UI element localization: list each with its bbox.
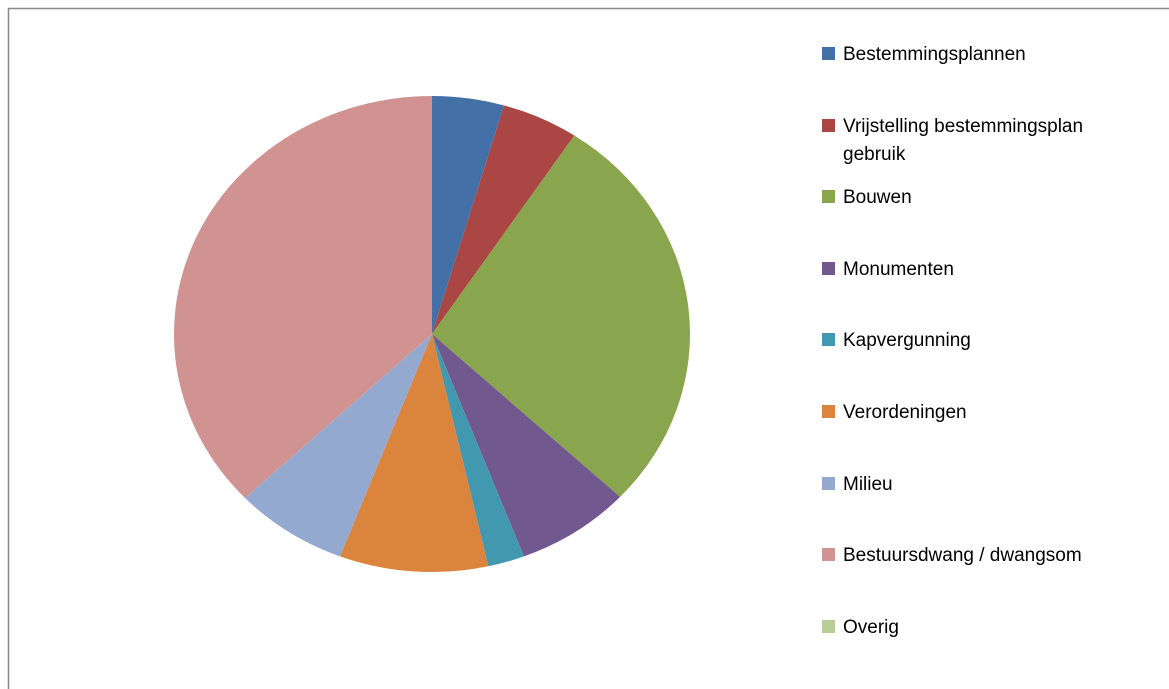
pie-slice [432, 135, 690, 497]
legend-label: Bestuursdwang / dwangsom [843, 545, 1082, 567]
legend-swatch [822, 47, 835, 60]
pie-slice [174, 96, 433, 499]
legend-label: Bestemmingsplannen [843, 44, 1026, 65]
legend-swatch [822, 548, 835, 562]
legend-label: Overig [843, 616, 899, 638]
legend-label: Milieu [843, 473, 893, 495]
legend-swatch [822, 261, 835, 275]
legend-label: Kapvergunning [843, 330, 971, 352]
pie-slice [432, 105, 575, 334]
pie-slice [432, 334, 621, 557]
legend-swatch [822, 190, 835, 204]
legend-item: Vrijstelling bestemmingsplan gebruik [822, 113, 1143, 169]
legend-item: Bestuursdwang / dwangsom [822, 542, 1143, 570]
legend-swatch [822, 333, 835, 347]
legend-item: Monumenten [822, 256, 1143, 284]
legend-item: Bestemmingsplannen [822, 41, 1143, 69]
legend-label: Bouwen [843, 187, 912, 209]
legend-swatch [822, 405, 835, 418]
legend-swatch [822, 619, 835, 633]
legend-swatch [822, 118, 835, 132]
pie-slice [245, 334, 432, 557]
legend-item: Bouwen [822, 184, 1143, 212]
pie-slice [432, 96, 504, 334]
legend-item: Milieu [822, 471, 1143, 499]
legend-swatch [822, 476, 835, 490]
pie-slice [340, 334, 489, 573]
legend-label: Vrijstelling bestemmingsplan gebruik [843, 115, 1084, 165]
pie-slice [432, 334, 524, 567]
legend-label: Verordeningen [843, 402, 967, 423]
legend-item: Overig [822, 614, 1143, 642]
legend-item: Verordeningen [822, 399, 1143, 427]
legend-item: Kapvergunning [822, 327, 1143, 355]
legend-label: Monumenten [843, 258, 954, 280]
